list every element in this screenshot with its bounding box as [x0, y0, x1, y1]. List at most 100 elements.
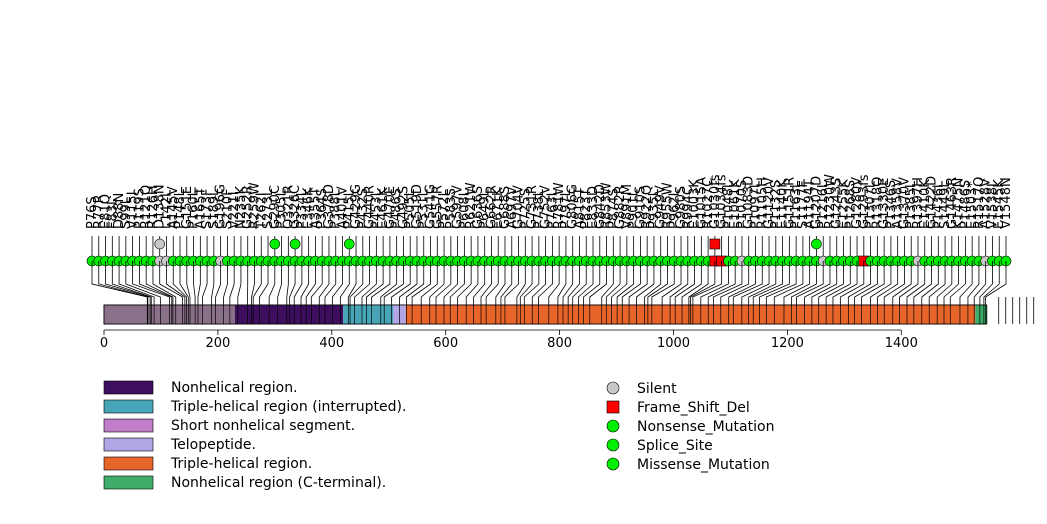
- mutation-label: S189L: [207, 188, 222, 229]
- mutation-label: T262I: [254, 192, 269, 230]
- x-tick-label: 600: [433, 336, 458, 351]
- legend-marker: [606, 457, 620, 471]
- mutation-label: P364S: [315, 188, 330, 229]
- mutation-label: G1280V: [850, 177, 865, 229]
- mutation-label: P76S: [85, 196, 100, 229]
- mutation-label: G636S: [471, 186, 486, 229]
- mutation-label: R121Q: [139, 185, 154, 229]
- mutation-label: G704V: [512, 185, 527, 229]
- mutation-label: P486S: [390, 188, 405, 229]
- legend-swatch: [103, 418, 154, 433]
- upper-marker: [709, 238, 721, 250]
- mutation-label: G752V: [539, 185, 554, 229]
- mutation-label: G910S: [633, 186, 648, 229]
- mutation-label: R853W: [600, 182, 615, 229]
- mutation-label: A1358V: [891, 178, 906, 229]
- mutation-label: S1449L: [938, 180, 953, 229]
- mutation-label: P453L: [369, 188, 384, 229]
- mutation-label: P1163L: [789, 180, 804, 229]
- mutation-label: G688S: [498, 186, 513, 229]
- mutation-label: G429G: [349, 184, 364, 229]
- mutation-label: G326C: [288, 185, 303, 229]
- mutation-label: P305L: [275, 188, 290, 229]
- mutation-label: S273L: [261, 188, 276, 229]
- mutation-label: G1293fs: [857, 174, 872, 229]
- mutation-label: G519D: [410, 184, 425, 229]
- mutation-label: R922Q: [640, 185, 655, 229]
- mutation-label: P415L: [342, 188, 357, 229]
- domain-block: [975, 305, 987, 324]
- mutation-label: P1048L: [721, 180, 736, 229]
- mutation-label: P1307L: [864, 180, 879, 229]
- mutation-label: P334L: [295, 188, 310, 229]
- mutation-label: N235K: [234, 185, 249, 229]
- mutation-label: G1083D: [742, 176, 757, 229]
- mutation-label: G882R: [613, 185, 628, 229]
- mutation-label: G949V: [654, 185, 669, 229]
- mutation-points: [86, 238, 1012, 267]
- mutation-label: G1151R: [782, 177, 797, 229]
- mutation-label: P763L: [545, 188, 560, 229]
- mutation-label: A1528V: [979, 178, 994, 229]
- domain-block: [343, 305, 394, 324]
- mutation-label: E1503*: [965, 181, 980, 229]
- mutation-label: G1370V: [897, 177, 912, 229]
- mutation-label: G541G: [424, 184, 439, 229]
- legend-swatch: [103, 399, 154, 414]
- mutation-label: P1268S: [843, 180, 858, 229]
- mutation-label: E1545K: [992, 179, 1007, 229]
- mutation-label: R955W: [660, 182, 675, 229]
- mutation-label: V115I: [126, 191, 141, 229]
- mutation-label: G470E: [383, 186, 398, 229]
- upper-marker: [343, 238, 355, 250]
- legend-label: Triple-helical region.: [170, 456, 312, 472]
- mutation-label: R1105H: [755, 177, 770, 229]
- mutation-label: P1486S: [958, 180, 973, 229]
- legend-marker: [606, 381, 620, 395]
- mutation-label: P797L: [559, 188, 574, 229]
- upper-marker: [811, 238, 822, 250]
- mutation-label: P160L: [187, 188, 202, 229]
- mutation-label: R781W: [552, 182, 567, 229]
- mutation-label: G440R: [363, 185, 378, 229]
- mutation-label: P531L: [417, 188, 432, 229]
- mutation-label: G1463R: [945, 177, 960, 229]
- mutation-label: P1097L: [748, 180, 763, 229]
- mutation-label: P725S: [518, 188, 533, 229]
- mutation-label: V1538I: [985, 183, 1000, 229]
- mutation-label: R1027C: [701, 178, 716, 229]
- mutation-label: R1318Q: [870, 177, 885, 229]
- mutation-label: G1207D: [809, 176, 824, 229]
- mutation-label: D88N: [112, 193, 127, 229]
- mutation-label: S173F: [200, 188, 215, 229]
- upper-marker: [289, 238, 301, 250]
- legend-marker: [606, 438, 620, 452]
- mutation-label: P119S: [132, 188, 147, 229]
- legend-label: Telopeptide.: [170, 437, 256, 453]
- mutation-label: P1436L: [931, 180, 946, 229]
- mutation-label: G1422D: [925, 176, 940, 229]
- x-tick-label: 400: [319, 336, 344, 351]
- mutation-label: R1230W: [823, 174, 838, 229]
- legend-swatch: [103, 437, 154, 452]
- mutation-label: P583S: [444, 188, 459, 229]
- mutation-label: R77R: [92, 194, 107, 229]
- legend-label: Nonhelical region (C-terminal).: [171, 475, 386, 491]
- mutation-label: K1475N: [952, 178, 967, 229]
- mutation-label: A165T: [193, 187, 208, 229]
- mutation-label: P901L: [627, 188, 642, 229]
- protein-outline: [103, 304, 988, 325]
- mutation-label: P432S: [356, 188, 371, 229]
- mutation-label: P1346S: [884, 180, 899, 229]
- mutation-label: P1216L: [816, 180, 831, 229]
- mutation-label: R621W: [464, 182, 479, 229]
- mutation-label: G731R: [525, 185, 540, 229]
- mutation-label: R1517Q: [972, 177, 987, 229]
- mutation-label: G252R: [241, 185, 256, 229]
- mutation-label: S210F: [220, 188, 235, 229]
- mutation-label: R126H: [146, 185, 161, 229]
- mutation-label: P388L: [329, 188, 344, 229]
- mutation-label: E671K: [491, 187, 506, 229]
- x-tick-label: 1200: [771, 336, 804, 351]
